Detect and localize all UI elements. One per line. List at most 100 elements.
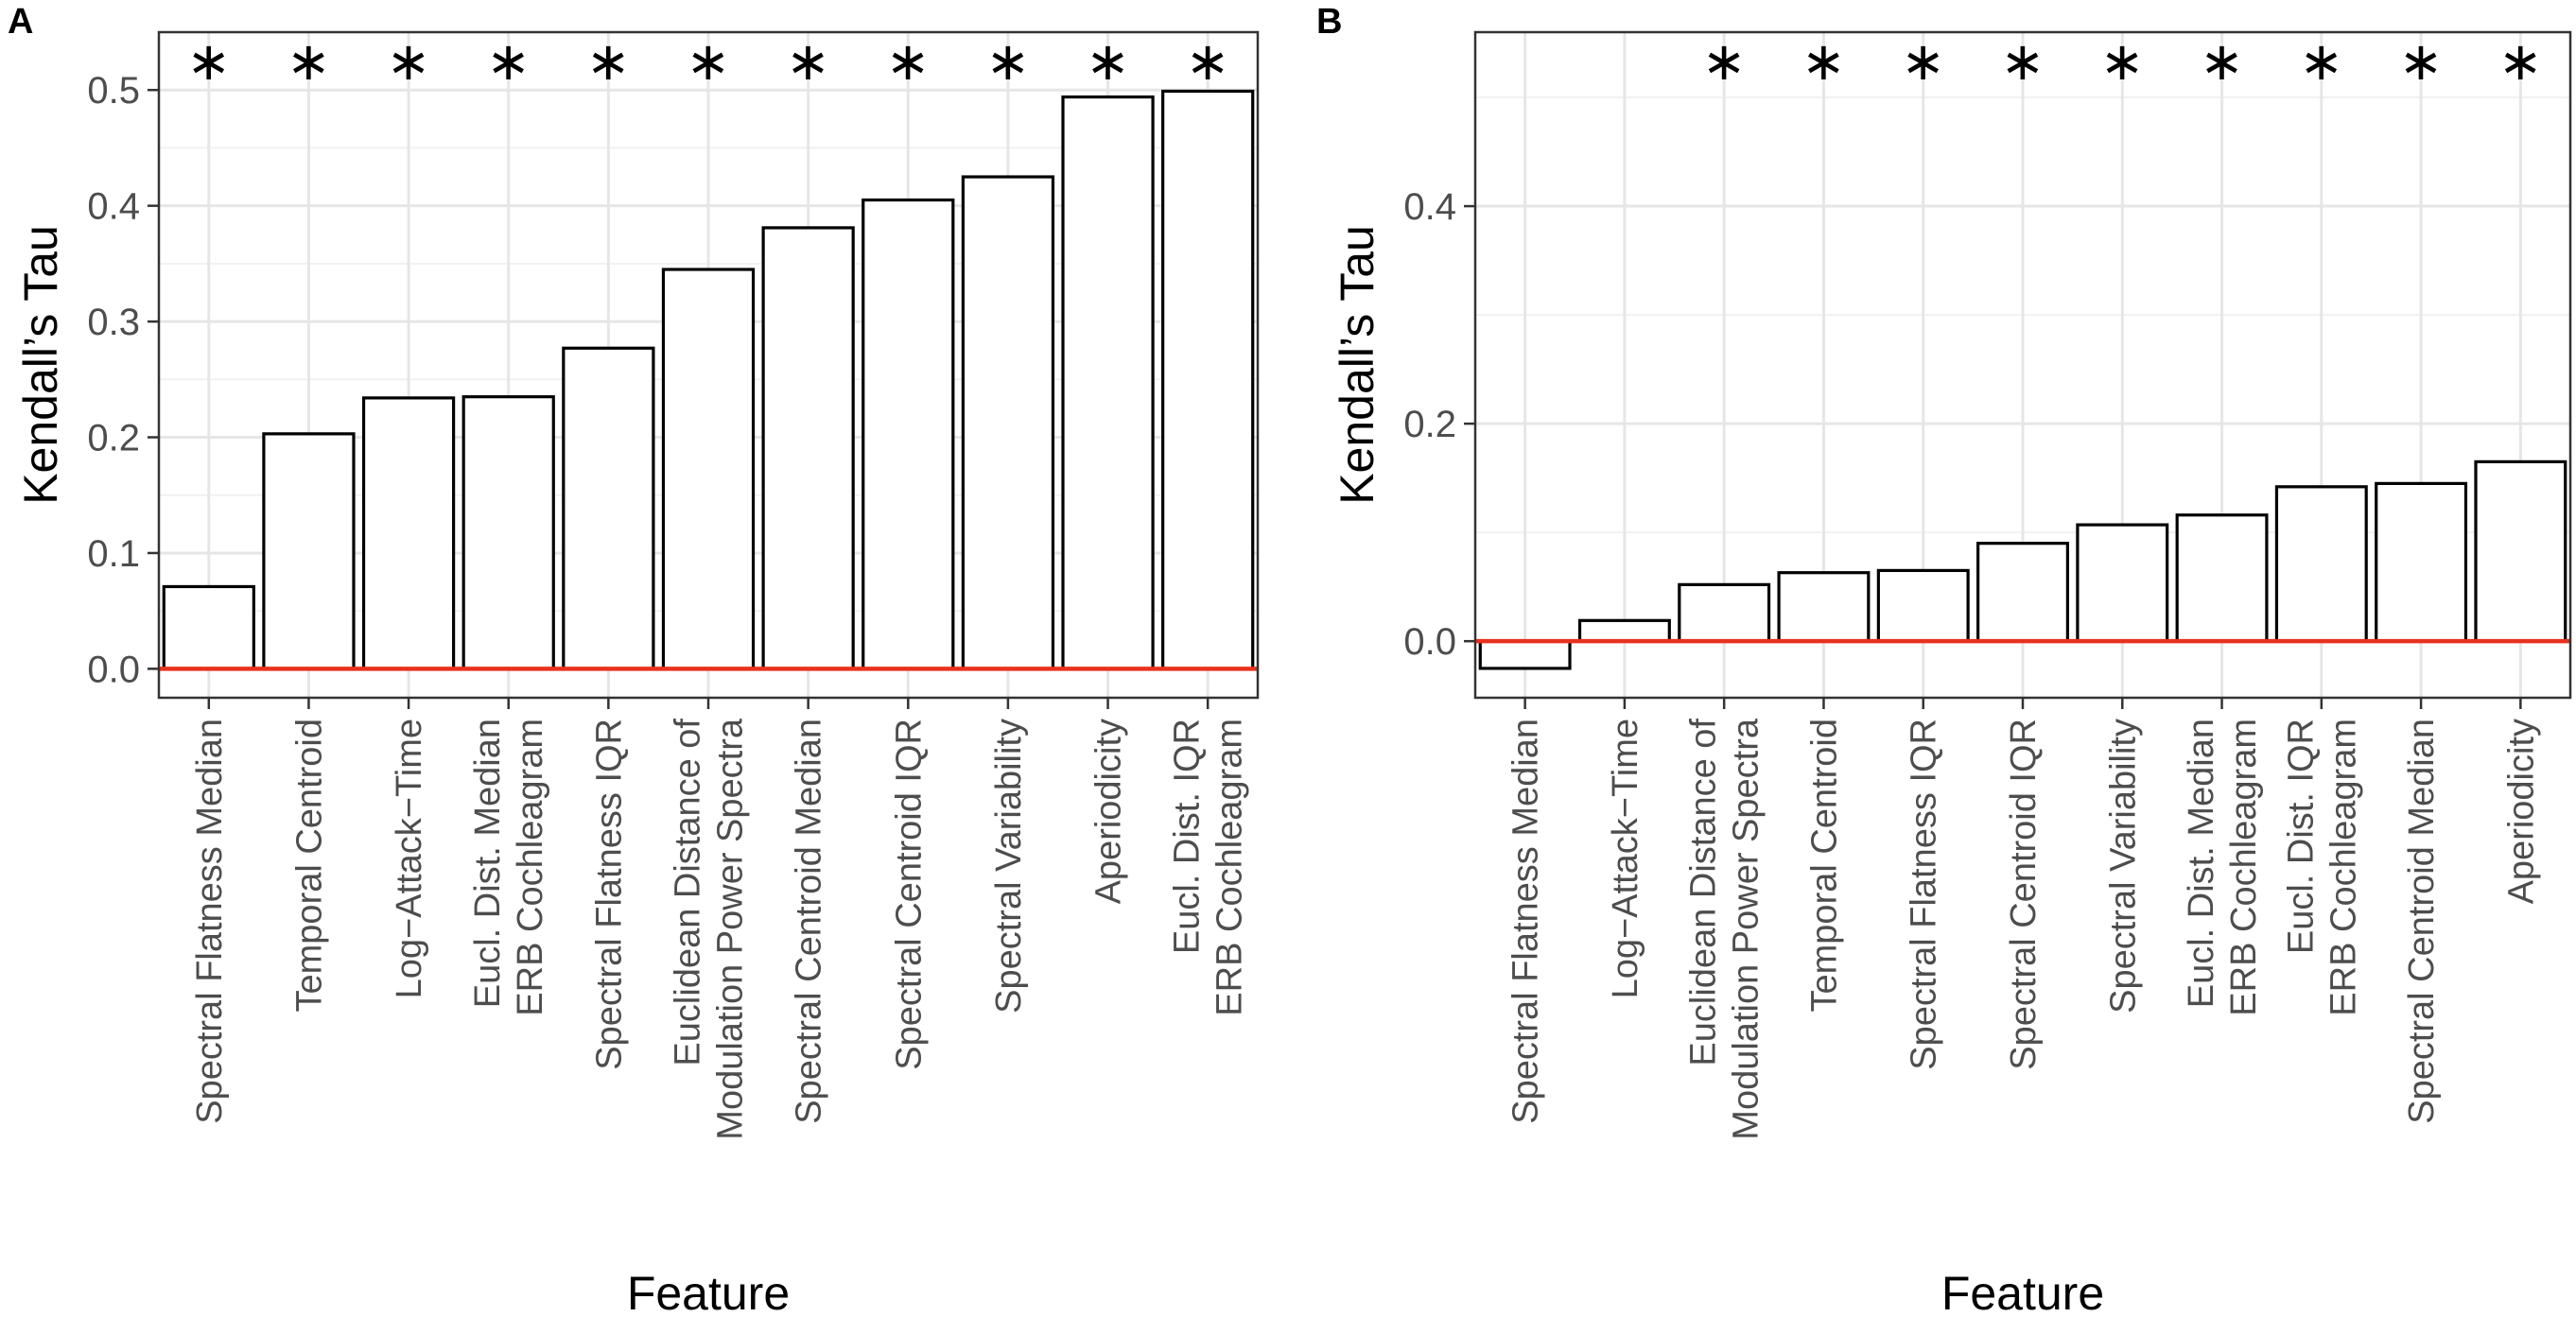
bar-10 — [2375, 481, 2468, 643]
x-tick-label: Spectral Flatness Median — [190, 719, 230, 1124]
x-tick-label-line: Spectral Flatness Median — [190, 719, 230, 1124]
x-tick-label-line: ERB Cochleagram — [1210, 719, 1250, 1016]
x-tick-label: Spectral Centroid Median — [790, 719, 829, 1124]
x-tick-label-line: Spectral Centroid Median — [790, 719, 829, 1124]
significance-marker: ∗ — [1901, 31, 1945, 91]
bar-1 — [1478, 639, 1572, 670]
x-tick-label: Spectral Centroid IQR — [889, 719, 929, 1070]
bar-1 — [162, 584, 255, 670]
x-tick-label: Log−Attack−Time — [1606, 719, 1645, 998]
significance-marker: ∗ — [2299, 31, 2343, 91]
y-tick-label: 0.2 — [1403, 404, 1456, 445]
x-tick-label-line: Eucl. Dist. Median — [468, 719, 508, 1008]
significance-marker: ∗ — [2498, 31, 2543, 91]
x-tick-label: Aperiodicity — [1089, 719, 1129, 904]
x-tick-label: Eucl. Dist. MedianERB Cochleagram — [468, 719, 550, 1016]
x-tick-label: Spectral Flatness IQR — [1905, 719, 1944, 1070]
x-tick-label: Temporal Centroid — [289, 719, 329, 1012]
significance-marker: ∗ — [387, 31, 431, 91]
significance-marker: ∗ — [1801, 31, 1846, 91]
y-tick-label: 0.4 — [1403, 186, 1456, 228]
y-axis-title: Kendall’s Tau — [1331, 225, 1384, 505]
x-tick-label-line: ERB Cochleagram — [2224, 719, 2264, 1016]
x-tick-label-line: Aperiodicity — [1089, 719, 1129, 904]
x-tick-label-line: Euclidean Distance of — [1684, 719, 1724, 1066]
significance-marker: ∗ — [687, 31, 731, 91]
bar-7 — [761, 226, 855, 670]
significance-marker: ∗ — [1186, 31, 1230, 91]
x-tick-label-line: Modulation Power Spectra — [711, 718, 751, 1140]
x-tick-label: Spectral Variability — [2103, 719, 2143, 1014]
x-tick-label-line: Eucl. Dist. IQR — [2281, 719, 2321, 954]
x-tick-label: Eucl. Dist. IQRERB Cochleagram — [1168, 719, 1250, 1016]
x-tick-label-line: Eucl. Dist. Median — [2182, 719, 2221, 1008]
x-tick-label-line: Euclidean Distance of — [669, 719, 708, 1066]
bar-2 — [1577, 618, 1671, 643]
significance-marker: ∗ — [586, 31, 631, 91]
x-tick-label-line: Spectral Centroid IQR — [2004, 719, 2044, 1070]
bar-5 — [1876, 568, 1970, 643]
x-tick-label-line: ERB Cochleagram — [511, 719, 550, 1016]
x-tick-label-line: Spectral Flatness Median — [1506, 719, 1546, 1124]
bar-8 — [2175, 513, 2269, 643]
y-tick-label: 0.0 — [87, 649, 140, 690]
bar-11 — [1161, 89, 1255, 670]
significance-marker: ∗ — [2200, 31, 2244, 91]
x-tick-label: Spectral Flatness Median — [1506, 719, 1546, 1124]
significance-marker: ∗ — [2001, 31, 2045, 91]
x-tick-label-line: Temporal Centroid — [1804, 719, 1844, 1012]
significance-marker: ∗ — [1086, 31, 1130, 91]
bar-6 — [661, 268, 756, 670]
bar-4 — [1777, 571, 1871, 643]
y-tick-label: 0.3 — [87, 302, 140, 343]
x-tick-label-line: Log−Attack−Time — [390, 719, 429, 998]
x-tick-label-line: Temporal Centroid — [289, 719, 329, 1012]
significance-marker: ∗ — [786, 31, 830, 91]
significance-marker: ∗ — [287, 31, 331, 91]
x-tick-label: Aperiodicity — [2501, 719, 2541, 904]
bar-6 — [1976, 542, 2069, 643]
significance-marker: ∗ — [985, 31, 1030, 91]
bar-3 — [1678, 582, 1771, 643]
x-tick-label: Euclidean Distance ofModulation Power Sp… — [1684, 718, 1767, 1140]
x-tick-label-line: Modulation Power Spectra — [1727, 718, 1767, 1140]
significance-marker: ∗ — [1702, 31, 1747, 91]
significance-marker: ∗ — [886, 31, 931, 91]
y-tick-label: 0.2 — [87, 418, 140, 459]
y-axis-title: Kendall’s Tau — [14, 225, 67, 505]
significance-marker: ∗ — [2399, 31, 2444, 91]
x-tick-label-line: Spectral Variability — [2103, 719, 2143, 1014]
y-tick-label: 0.1 — [87, 533, 140, 575]
x-tick-label-line: ERB Cochleagram — [2324, 719, 2363, 1016]
bar-2 — [262, 432, 356, 670]
bar-9 — [2274, 485, 2368, 643]
x-tick-label-line: Spectral Centroid Median — [2402, 719, 2442, 1124]
x-tick-label-line: Spectral Flatness IQR — [589, 719, 629, 1070]
x-tick-label-line: Log−Attack−Time — [1606, 719, 1645, 998]
bar-9 — [961, 175, 1055, 670]
x-tick-label: Spectral Variability — [989, 719, 1029, 1014]
panel-b-label: B — [1316, 2, 1343, 42]
x-tick-label: Spectral Centroid Median — [2402, 719, 2442, 1124]
x-tick-label: Euclidean Distance ofModulation Power Sp… — [669, 718, 751, 1140]
y-tick-label: 0.0 — [1403, 621, 1456, 663]
x-tick-label-line: Eucl. Dist. IQR — [1168, 719, 1208, 954]
bar-10 — [1061, 95, 1155, 670]
bar-3 — [361, 396, 456, 670]
x-tick-label-line: Spectral Variability — [989, 719, 1029, 1014]
bar-7 — [2076, 523, 2169, 643]
significance-marker: ∗ — [486, 31, 531, 91]
x-tick-label: Eucl. Dist. MedianERB Cochleagram — [2182, 719, 2264, 1016]
bar-11 — [2474, 459, 2567, 643]
x-tick-label-line: Spectral Centroid IQR — [889, 719, 929, 1070]
bar-4 — [461, 395, 555, 670]
x-tick-label-line: Aperiodicity — [2501, 719, 2541, 904]
x-tick-label: Log−Attack−Time — [390, 719, 429, 998]
x-tick-label: Eucl. Dist. IQRERB Cochleagram — [2281, 719, 2363, 1016]
y-tick-label: 0.5 — [87, 70, 140, 112]
y-tick-label: 0.4 — [87, 186, 140, 228]
x-tick-label: Temporal Centroid — [1804, 719, 1844, 1012]
